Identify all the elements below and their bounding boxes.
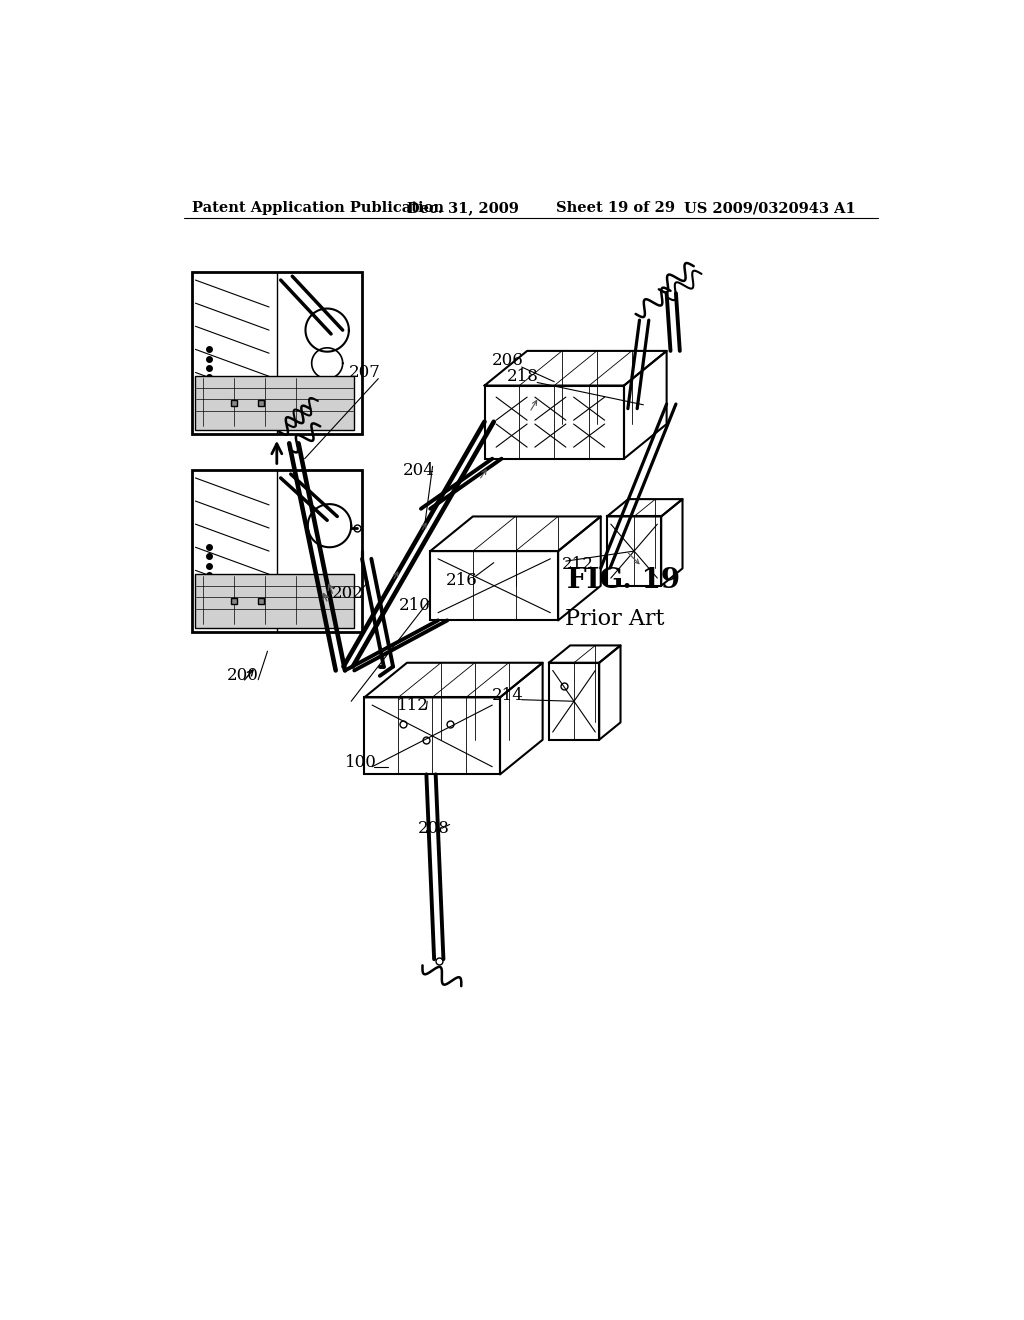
Text: Dec. 31, 2009: Dec. 31, 2009 (407, 202, 519, 215)
Text: 204: 204 (402, 462, 434, 479)
Bar (196, 574, 354, 628)
Text: 216: 216 (445, 572, 477, 589)
Text: Patent Application Publication: Patent Application Publication (191, 202, 443, 215)
Bar (484, 385, 624, 459)
Text: 200: 200 (226, 668, 259, 684)
Bar (191, 272, 362, 434)
Text: 100: 100 (344, 754, 377, 771)
Text: 112: 112 (397, 697, 429, 714)
Text: 208: 208 (418, 820, 451, 837)
Text: 212: 212 (561, 557, 594, 573)
Text: Prior Art: Prior Art (565, 607, 665, 630)
Text: 214: 214 (492, 688, 523, 705)
Bar (365, 697, 500, 775)
Bar (549, 663, 599, 739)
Text: 202: 202 (332, 585, 364, 602)
Bar (607, 516, 662, 586)
Text: FIG. 19: FIG. 19 (567, 566, 681, 594)
Bar (196, 376, 354, 430)
Text: Sheet 19 of 29: Sheet 19 of 29 (556, 202, 675, 215)
Text: 218: 218 (507, 368, 540, 385)
Text: 206: 206 (492, 352, 523, 370)
Text: 207: 207 (348, 364, 380, 381)
Text: US 2009/0320943 A1: US 2009/0320943 A1 (684, 202, 856, 215)
Bar (430, 552, 558, 620)
Bar (191, 470, 362, 632)
Text: 210: 210 (398, 597, 431, 614)
